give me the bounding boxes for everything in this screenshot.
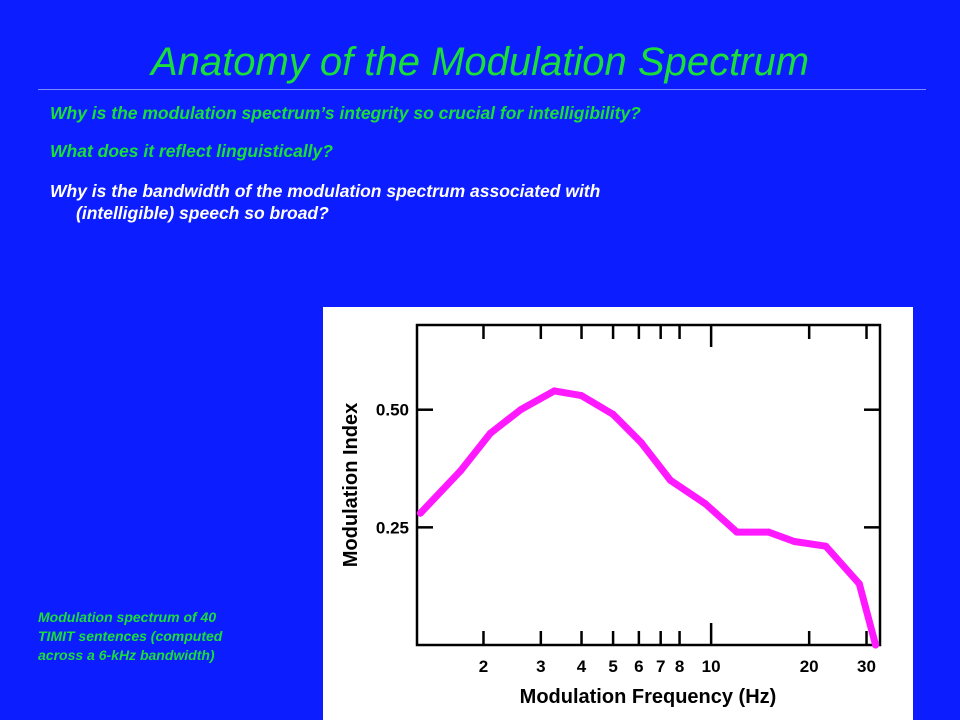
data-point-9 (701, 500, 709, 508)
x-tick-label-7: 7 (656, 657, 665, 676)
y-tick-label-1: 0.50 (376, 401, 409, 420)
x-tick-label-4: 4 (577, 657, 587, 676)
y-tick-labels: 0.25 0.50 (376, 401, 409, 538)
x-tick-label-8: 8 (675, 657, 684, 676)
data-point-11 (765, 528, 772, 536)
x-tick-label-30: 30 (857, 657, 876, 676)
data-point-15 (872, 641, 880, 649)
data-point-4 (550, 387, 558, 395)
x-tick-label-6: 6 (634, 657, 643, 676)
data-point-6 (609, 410, 617, 418)
y-tick-label-0: 0.25 (376, 518, 409, 537)
question-bandwidth-line2: (intelligible) speech so broad? (76, 203, 329, 223)
data-point-10 (733, 528, 741, 536)
caption-line-1: Modulation spectrum of 40 (38, 609, 217, 625)
chart-caption: Modulation spectrum of 40 TIMIT sentence… (38, 608, 308, 665)
data-point-2 (486, 429, 494, 437)
title-divider (38, 89, 926, 90)
x-tick-label-20: 20 (800, 657, 819, 676)
series-line-modulation-index (416, 387, 880, 649)
data-point-14 (855, 580, 863, 588)
series-points (416, 387, 880, 649)
question-bandwidth: Why is the bandwidth of the modulation s… (50, 180, 910, 224)
x-tick-labels: 2 3 4 5 6 7 8 10 20 30 (479, 657, 876, 676)
data-point-13 (822, 542, 830, 550)
data-point-12 (790, 538, 798, 545)
caption-line-2: TIMIT sentences (computed (38, 628, 223, 644)
data-point-5 (578, 392, 585, 400)
caption-line-3: across a 6-kHz bandwidth) (38, 647, 215, 663)
modulation-spectrum-chart: 2 3 4 5 6 7 8 10 20 30 0.25 0.50 Modulation Freque… (323, 307, 913, 720)
data-point-3 (517, 406, 525, 414)
slide-title: Anatomy of the Modulation Spectrum (150, 40, 810, 84)
axis-ticks (417, 325, 880, 645)
x-tick-label-3: 3 (536, 657, 545, 676)
plot-frame (415, 323, 882, 647)
chart-background (323, 307, 913, 720)
x-tick-label-5: 5 (608, 657, 617, 676)
data-point-7 (637, 439, 645, 447)
data-point-8 (666, 476, 674, 484)
data-point-0 (416, 509, 424, 517)
data-point-1 (457, 467, 464, 475)
x-tick-label-10: 10 (702, 657, 721, 676)
x-axis-label: Modulation Frequency (Hz) (520, 686, 777, 708)
x-tick-label-2: 2 (479, 657, 488, 676)
y-axis-label: Modulation Index (340, 403, 362, 567)
question-linguistic: What does it reflect linguistically? (50, 141, 333, 161)
question-integrity: Why is the modulation spectrum’s integri… (50, 103, 641, 123)
question-bandwidth-line1: Why is the bandwidth of the modulation s… (50, 181, 601, 201)
